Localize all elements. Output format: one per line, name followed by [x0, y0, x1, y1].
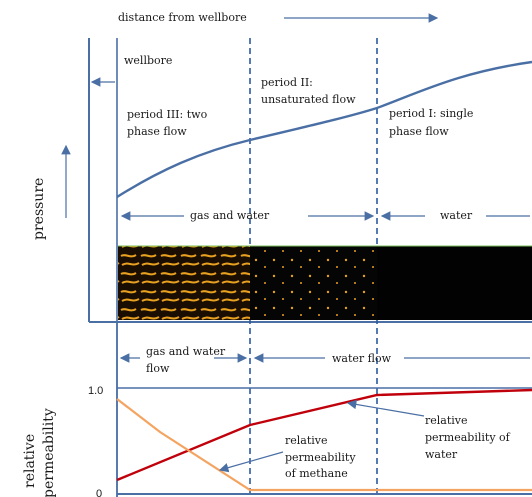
water-flow-label: water flow: [332, 352, 392, 365]
period3-label: period III: two phase flow: [127, 108, 211, 138]
tick-1: 1.0: [88, 385, 103, 397]
rel-perm-title: relative permeability: [22, 408, 57, 497]
gas-water-label: gas and water: [190, 209, 270, 222]
water-label: water: [440, 209, 473, 222]
water-label-pointer: [346, 399, 425, 417]
rel-perm-methane-label: relative permeability of methane: [285, 434, 359, 480]
rock-micrograph: [118, 245, 532, 320]
period1-label: period I: single phase flow: [389, 107, 477, 138]
pressure-title: pressure: [31, 178, 47, 240]
gas-water-flow-label: gas and water flow: [146, 345, 229, 375]
methane-label-pointer: [218, 451, 284, 473]
distance-label: distance from wellbore: [118, 11, 247, 24]
water-perm-curve: [116, 388, 532, 482]
tick-0: 0: [96, 488, 102, 497]
pressure-curve: [116, 60, 532, 199]
period2-label: period II: unsaturated flow: [261, 76, 356, 106]
rel-perm-water-label: relative permeability of water: [425, 414, 513, 461]
wellbore-label: wellbore: [124, 54, 172, 67]
methane-perm-curve: [116, 398, 532, 492]
